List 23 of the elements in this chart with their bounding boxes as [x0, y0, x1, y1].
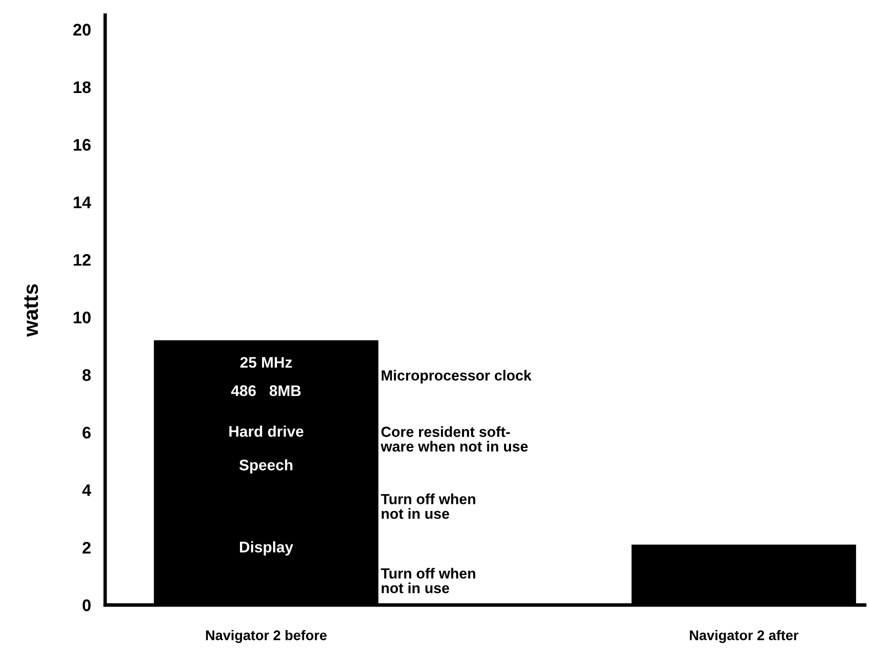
y-tick-label: 20	[73, 24, 91, 36]
x-tick-label: Navigator 2 before	[206, 630, 327, 644]
y-tick-label: 0	[82, 599, 91, 612]
y-tick-label: 10	[74, 312, 91, 324]
y-tick-label: 18	[74, 81, 91, 94]
y-tick-label: 2	[82, 542, 91, 554]
annotation: 25 MHz	[240, 356, 292, 368]
y-tick-label: 8	[82, 369, 91, 381]
annotation: Display	[240, 541, 294, 556]
y-tick-label: 6	[82, 426, 91, 439]
annotation: Speech	[239, 459, 292, 474]
annotation: Turn off when not in use	[380, 494, 476, 519]
y-tick-label: 12	[74, 254, 91, 266]
x-tick-label: Navigator 2 after	[690, 630, 798, 644]
annotation: Hard drive	[229, 426, 304, 437]
y-axis-title: watts	[24, 284, 38, 337]
annotation: Turn off when not in use	[380, 568, 476, 594]
y-tick-label: 4	[82, 484, 92, 496]
annotation: Microprocessor clock	[382, 370, 532, 384]
y-tick-label: 14	[74, 196, 92, 208]
annotation: 486 8MB	[231, 385, 301, 396]
annotation: Core resident soft- ware when not in use	[380, 426, 528, 452]
y-tick-label: 16	[74, 138, 91, 151]
